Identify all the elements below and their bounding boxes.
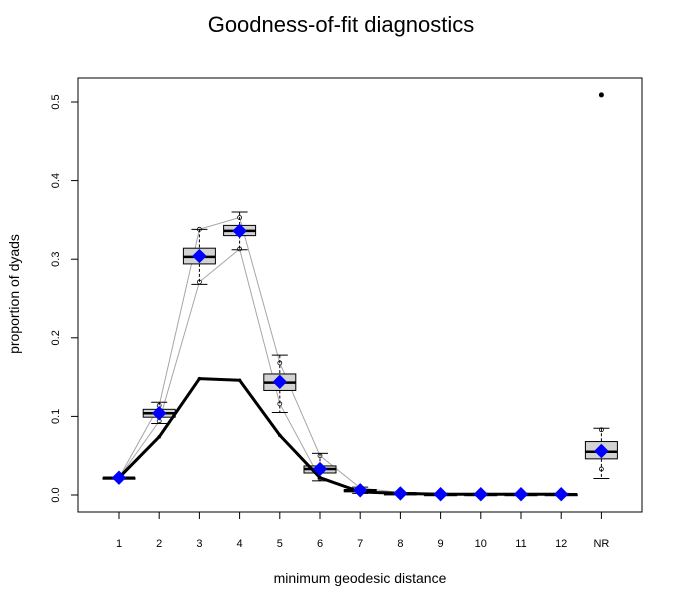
simulated-boxes	[102, 211, 618, 497]
x-tick-label: 11	[515, 538, 526, 550]
simulated-mean-markers	[111, 223, 609, 502]
x-tick-label: 9	[438, 538, 444, 550]
x-tick-label: 4	[237, 538, 243, 550]
x-tick-label: 5	[277, 538, 283, 550]
y-axis: 0.0 0.1 0.2 0.3 0.4 0.5	[50, 94, 79, 503]
x-tick-label: NR	[593, 538, 609, 550]
lower-range-line	[118, 248, 562, 496]
observed-point	[197, 376, 202, 381]
observed-line	[117, 377, 562, 496]
mean-marker	[393, 486, 408, 501]
mean-marker	[312, 461, 328, 477]
observed-series	[117, 92, 604, 497]
x-tick-label: 12	[555, 538, 567, 550]
y-tick-label: 0.4	[50, 173, 62, 188]
mean-marker	[473, 487, 489, 502]
y-tick-label: 0.3	[50, 252, 62, 267]
x-tick-label: 3	[196, 538, 202, 550]
mean-marker	[232, 223, 247, 239]
x-tick-label: 6	[317, 538, 323, 550]
chart-title: Goodness-of-fit diagnostics	[207, 12, 475, 37]
mean-marker	[151, 406, 167, 421]
x-tick-label: 1	[116, 538, 122, 550]
mean-marker	[111, 470, 127, 485]
plot-frame	[77, 77, 643, 513]
mean-marker	[553, 487, 569, 502]
observed-point	[318, 475, 322, 480]
mean-marker	[594, 443, 609, 459]
observed-point	[598, 92, 604, 98]
x-tick-label: 8	[397, 538, 403, 550]
mean-marker	[272, 374, 288, 390]
x-tick-label: 10	[475, 538, 487, 550]
x-axis: 1 2 3 4 5 6 7 8 9 10 11 12 NR	[116, 511, 609, 550]
mean-marker	[352, 483, 368, 498]
mean-marker	[433, 487, 448, 502]
mean-marker	[513, 487, 529, 502]
x-tick-label: 2	[156, 538, 162, 550]
observed-point	[237, 378, 242, 383]
x-tick-label: 7	[357, 538, 363, 550]
y-tick-label: 0.0	[50, 487, 62, 502]
observed-point	[278, 433, 282, 438]
y-tick-label: 0.1	[50, 409, 62, 424]
y-tick-label: 0.2	[50, 330, 62, 345]
x-axis-label: minimum geodesic distance	[273, 570, 447, 586]
y-axis-label: proportion of dyads	[6, 234, 22, 354]
observed-point	[157, 435, 161, 439]
mean-marker	[192, 248, 207, 264]
y-tick-label: 0.5	[50, 94, 62, 109]
